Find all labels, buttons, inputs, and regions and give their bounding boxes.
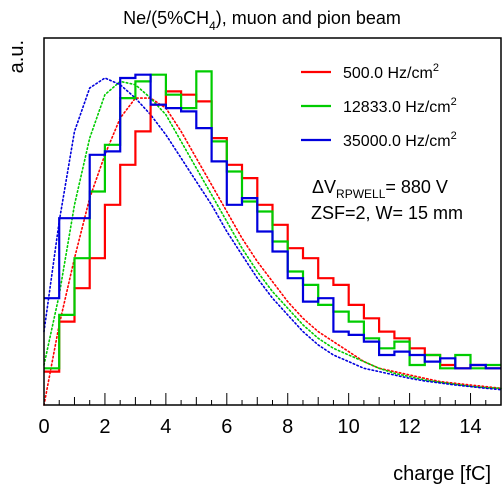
legend-label-superscript: 2 <box>433 62 439 74</box>
chart-title: Ne/(5%CH4), muon and pion beam <box>123 8 401 33</box>
legend-label-value: 500.0 Hz/cm <box>343 65 433 82</box>
legend-label-value: 35000.0 Hz/cm <box>343 133 451 150</box>
legend-label-2: 12833.0 Hz/cm2 <box>343 96 457 116</box>
chart-title-tail: ), muon and pion beam <box>216 8 401 28</box>
legend-label-superscript: 2 <box>451 130 457 142</box>
x-tick-label: 14 <box>459 416 481 438</box>
histogram-series-3 <box>44 73 501 370</box>
chart-title-subscript: 4 <box>209 19 216 33</box>
annotation-zsf: ZSF=2, W= 15 mm <box>311 203 463 223</box>
x-tick-label: 12 <box>398 416 420 438</box>
x-tick-label: 8 <box>282 416 293 438</box>
legend-label-superscript: 2 <box>451 96 457 108</box>
histogram-series <box>44 70 501 373</box>
legend-label-1: 500.0 Hz/cm2 <box>343 62 439 82</box>
annotation-block: ΔVRPWELL= 880 V ZSF=2, W= 15 mm <box>311 177 463 223</box>
x-axis-ticks: 0 2 4 6 8 10 12 14 <box>38 393 502 438</box>
legend-label-value: 12833.0 Hz/cm <box>343 99 451 116</box>
x-tick-label: 4 <box>160 416 171 438</box>
chart-title-main: Ne/(5%CH <box>123 8 209 28</box>
x-tick-label: 0 <box>38 416 49 438</box>
x-tick-label: 6 <box>221 416 232 438</box>
annotation-voltage-prefix: ΔV <box>312 177 336 197</box>
annotation-voltage-subscript: RPWELL <box>336 187 386 201</box>
annotation-voltage: ΔVRPWELL= 880 V <box>312 177 448 201</box>
x-axis-label: charge [fC] <box>393 463 491 485</box>
legend-label-3: 35000.0 Hz/cm2 <box>343 130 457 150</box>
annotation-voltage-value: = 880 V <box>385 177 448 197</box>
x-tick-label: 2 <box>99 416 110 438</box>
y-axis-label: a.u. <box>6 40 28 73</box>
x-tick-label: 10 <box>338 416 360 438</box>
